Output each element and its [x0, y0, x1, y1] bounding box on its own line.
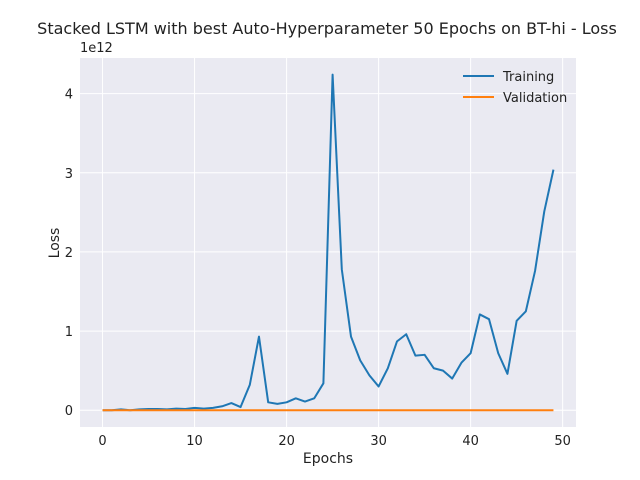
y-axis-offset-label: 1e12	[80, 41, 113, 56]
x-tick-label: 20	[278, 434, 295, 449]
y-tick-label: 2	[65, 246, 73, 261]
x-tick-label: 50	[554, 434, 571, 449]
y-tick-label: 3	[65, 167, 73, 182]
chart-title: Stacked LSTM with best Auto-Hyperparamet…	[37, 19, 617, 38]
x-tick-label: 40	[462, 434, 479, 449]
legend-label-training: Training	[502, 70, 554, 85]
legend-label-validation: Validation	[503, 91, 567, 106]
tick-labels: 0 10 20 30 40 50 0 1 2 3 4	[65, 88, 571, 449]
series-lines	[102, 73, 555, 412]
series-line-training	[102, 73, 555, 412]
legend: Training Validation	[463, 70, 567, 106]
y-tick-label: 1	[65, 325, 73, 340]
x-tick-label: 0	[98, 434, 106, 449]
x-tick-label: 30	[370, 434, 387, 449]
x-tick-label: 10	[186, 434, 203, 449]
y-tick-label: 0	[65, 404, 73, 419]
y-tick-label: 4	[65, 88, 73, 103]
x-axis-label: Epochs	[303, 451, 353, 467]
y-axis-label: Loss	[47, 228, 63, 259]
